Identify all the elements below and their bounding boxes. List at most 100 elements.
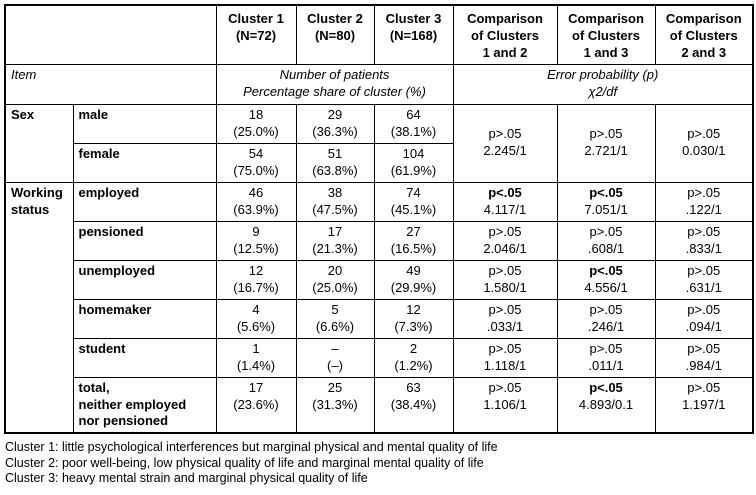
p-value: p>.05 [687,262,721,278]
row-label-male: male [72,103,217,144]
value-male-cluster-3: 64 (38.1%) [373,103,454,144]
corner-cell [4,4,217,65]
comparison-homemaker-2-3: p>.05 .094/1 [654,298,754,339]
value-female-cluster-3: 104 (61.9%) [373,142,454,183]
p-value: p<.05 [488,184,522,200]
comparison-pensioned-2-3: p>.05 .833/1 [654,220,754,261]
chi-df-value: .984/1 [685,357,722,373]
value-employed-cluster-2: 38 (47.5%) [295,181,375,222]
comparison-sex-2-3: p>.05 0.030/1 [654,103,754,183]
chi-df-value: .246/1 [587,318,625,334]
p-value: p>.05 [488,262,522,278]
comparison-employed-1-3: p<.05 7.051/1 [556,181,656,222]
p-value: p>.05 [488,126,522,142]
value-homemaker-cluster-3: 12 (7.3%) [373,298,454,339]
value-female-cluster-2: 51 (63.8%) [295,142,375,183]
comparison-unemployed-2-3: p>.05 .631/1 [654,259,754,300]
value-employed-cluster-1: 46 (63.9%) [215,181,297,222]
group-label-working-status: Working status [4,181,74,434]
p-value: p>.05 [488,301,522,317]
comparison-sex-1-2: p>.05 2.245/1 [452,103,558,183]
col-header-cluster-2: Cluster 2 (N=80) [295,4,375,65]
row-label-unemployed: unemployed [72,259,217,300]
table-row-female: female 54 (75.0%) 51 (63.8%) 104 (61.9%) [5,142,753,183]
chi-df-value: .833/1 [685,240,722,256]
results-table-container: Cluster 1 (N=72) Cluster 2 (N=80) Cluste… [4,4,754,487]
results-table: Cluster 1 (N=72) Cluster 2 (N=80) Cluste… [4,4,754,435]
value-student-cluster-2: – (–) [295,337,375,378]
value-student-cluster-1: 1 (1.4%) [215,337,297,378]
comparison-student-1-3: p>.05 .011/1 [556,337,656,378]
comparison-student-2-3: p>.05 .984/1 [654,337,754,378]
comparison-sex-1-3: p>.05 2.721/1 [556,103,656,183]
p-value: p>.05 [687,184,721,200]
chi-df-value: 4.893/0.1 [578,396,634,412]
table-row-employed: Working status employed 46 (63.9%) 38 (4… [4,181,754,434]
row-label-female: female [72,142,217,183]
value-male-cluster-2: 29 (36.3%) [295,103,375,144]
chi-df-value: .011/1 [588,357,624,373]
item-header-cell: Item [4,63,217,105]
table-row-male: Sex male 18 (25.0%) 29 (36.3%) 64 (38.1%… [4,103,754,183]
chi-df-value: 4.556/1 [584,279,628,295]
value-homemaker-cluster-2: 5 (6.6%) [295,298,375,339]
p-value: p>.05 [687,223,721,239]
value-unemployed-cluster-3: 49 (29.9%) [373,259,454,300]
p-value: p>.05 [488,379,522,395]
chi-df-value: 0.030/1 [682,143,726,159]
footnotes: Cluster 1: little psychological interfer… [5,440,754,487]
header-row: Cluster 1 (N=72) Cluster 2 (N=80) Cluste… [4,4,754,65]
col-header-comparison-1-2: Comparison of Clusters 1 and 2 [452,4,558,65]
value-total-cluster-1: 17 (23.6%) [215,376,297,434]
value-unemployed-cluster-2: 20 (25.0%) [295,259,375,300]
comparison-total-2-3: p>.05 1.197/1 [654,376,754,434]
table-row-pensioned: pensioned 9 (12.5%) 17 (21.3%) 27 (16.5%… [5,220,754,261]
row-label-student: student [72,337,217,378]
footnote-cluster-1: Cluster 1: little psychological interfer… [5,440,498,455]
comparison-student-1-2: p>.05 1.118/1 [452,337,558,378]
chi-df-value: 1.197/1 [682,396,726,412]
table-row-homemaker: homemaker 4 (5.6%) 5 (6.6%) 12 (7.3%) p>… [5,298,754,339]
p-value: p>.05 [687,340,721,356]
row-label-employed: employed [72,181,217,222]
value-pensioned-cluster-1: 9 (12.5%) [215,220,297,261]
value-pensioned-cluster-3: 27 (16.5%) [373,220,454,261]
table-row-total: total, neither employed nor pensioned 17… [5,376,754,434]
p-value: p>.05 [687,379,721,395]
chi-df-value: 7.051/1 [584,201,628,217]
p-value: p>.05 [589,340,623,356]
chi-df-value: .094/1 [685,318,722,334]
error-probability-header-cell: Error probability (p) χ2/df [452,63,754,105]
chi-df-value: .033/1 [486,318,524,334]
comparison-employed-2-3: p>.05 .122/1 [654,181,754,222]
p-value: p<.05 [589,184,623,200]
subheader-row: Item Number of patients Percentage share… [4,63,754,105]
row-label-total: total, neither employed nor pensioned [72,376,217,434]
chi-df-value: 2.721/1 [584,143,628,159]
comparison-homemaker-1-3: p>.05 .246/1 [556,298,656,339]
chi-df-value: 2.046/1 [483,240,527,256]
p-value: p>.05 [589,223,623,239]
chi-df-value: 4.117/1 [483,201,527,217]
chi-df-value: .631/1 [685,279,722,295]
comparison-unemployed-1-3: p<.05 4.556/1 [556,259,656,300]
p-value: p<.05 [589,379,623,395]
p-value: p>.05 [687,126,721,142]
value-male-cluster-1: 18 (25.0%) [215,103,297,144]
comparison-employed-1-2: p<.05 4.117/1 [452,181,558,222]
comparison-pensioned-1-2: p>.05 2.046/1 [452,220,558,261]
table-row-student: student 1 (1.4%) – (–) 2 (1.2%) p>.05 1.… [5,337,754,378]
p-value: p>.05 [589,301,623,317]
p-value: p<.05 [589,262,623,278]
value-total-cluster-3: 63 (38.4%) [373,376,454,434]
value-unemployed-cluster-1: 12 (16.7%) [215,259,297,300]
comparison-unemployed-1-2: p>.05 1.580/1 [452,259,558,300]
value-homemaker-cluster-1: 4 (5.6%) [215,298,297,339]
row-label-pensioned: pensioned [72,220,217,261]
value-female-cluster-1: 54 (75.0%) [215,142,297,183]
chi-df-value: 1.580/1 [483,279,527,295]
value-total-cluster-2: 25 (31.3%) [295,376,375,434]
chi-df-value: 1.106/1 [483,396,527,412]
table-row-unemployed: unemployed 12 (16.7%) 20 (25.0%) 49 (29.… [5,259,754,300]
